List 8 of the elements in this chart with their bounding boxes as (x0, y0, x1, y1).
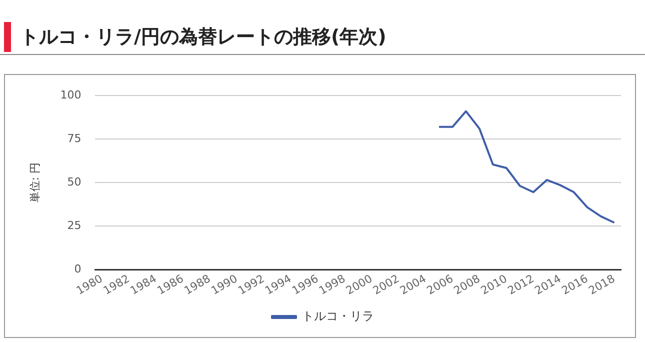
chart-title: トルコ・リラ/円の為替レートの推移(年次) (20, 25, 386, 50)
y-tick-label: 25 (67, 218, 82, 232)
y-tick-label: 100 (60, 88, 82, 102)
y-axis-title: 単位: 円 (28, 162, 42, 203)
legend-label: トルコ・リラ (302, 309, 374, 324)
y-tick-label: 50 (67, 175, 82, 188)
y-tick-label: 0 (74, 262, 82, 276)
y-tick-label: 75 (67, 132, 82, 145)
